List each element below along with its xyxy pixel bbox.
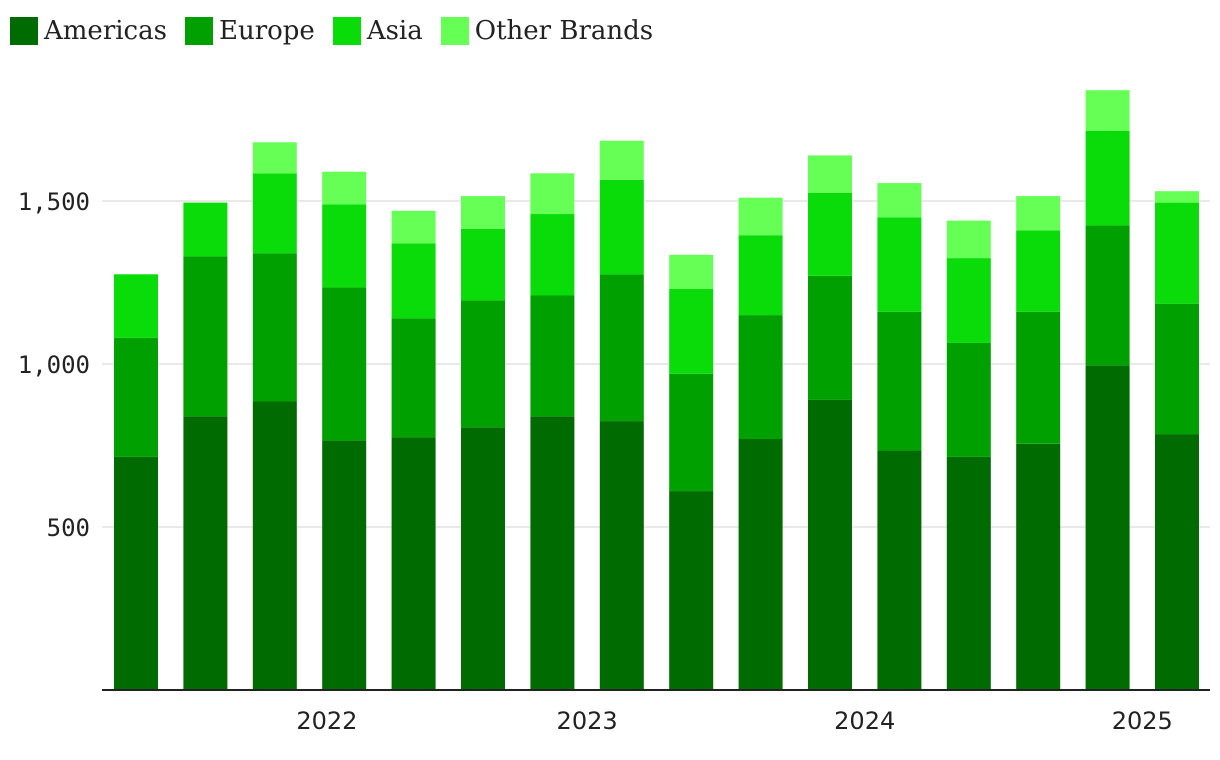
bar-segment-other-brands [391,210,436,244]
bar-segment-americas [738,439,783,690]
bar-segment-asia [252,173,297,254]
bar-segment-asia [114,274,158,338]
bar-segment-asia [808,192,852,276]
bar-segment-americas [1155,434,1199,690]
bar-segment-other-brands [252,142,297,174]
bar-segment-asia [183,202,228,257]
bar-segment-europe [599,274,644,421]
legend-item-other-brands: Other Brands [440,16,654,46]
bar-segment-other-brands [322,171,367,205]
bar-segment-americas [252,401,297,690]
bar-segment-europe [322,287,367,441]
x-tick-label: 2024 [834,707,895,735]
bar-segment-europe [114,337,158,457]
bar-segment-other-brands [1155,191,1199,203]
legend-label: Asia [366,16,423,46]
bar-segment-other-brands [738,197,783,236]
x-tick-label: 2022 [296,707,357,735]
y-tick-label: 1,000 [18,351,90,379]
bar-segment-europe [877,311,922,451]
bar-segment-asia [1155,202,1199,304]
bar-segment-other-brands [877,183,922,218]
bar-segment-americas [946,456,991,690]
bar-segment-americas [599,421,644,690]
bar-segment-other-brands [946,220,991,259]
bar-segment-europe [1155,303,1199,435]
bar-segment-americas [530,416,575,690]
bar-segment-asia [461,228,505,301]
x-tick-label: 2023 [557,707,618,735]
legend-swatch [332,17,361,45]
legend-label: Americas [44,16,167,46]
legend-item-europe: Europe [184,16,315,46]
legend-swatch [440,17,469,45]
legend-swatch [184,17,213,45]
legend-item-americas: Americas [10,16,167,46]
bar-segment-other-brands [599,140,644,180]
bar-segment-americas [1016,443,1061,690]
y-tick-label: 1,500 [18,188,90,216]
bar-segment-other-brands [530,173,575,215]
bar-segment-asia [877,217,922,312]
y-axis-labels: 500 1,000 1,500 [18,188,90,542]
bar-segment-europe [183,256,228,417]
bar-segment-other-brands [461,196,505,229]
bar-segment-other-brands [1085,90,1130,131]
bar-segment-asia [599,179,644,275]
bar-segment-europe [461,300,505,428]
bar-segment-americas [669,491,714,690]
bar-segment-americas [461,427,505,690]
legend-label: Other Brands [474,16,654,46]
x-tick-label: 2025 [1112,707,1173,735]
bar-segment-europe [738,315,783,439]
bar-segment-europe [391,318,436,438]
bar-segment-americas [322,440,367,690]
bar-segment-americas [1085,365,1130,690]
bar-segment-asia [738,235,783,316]
x-axis-labels: 2022 2023 2024 2025 [296,707,1172,735]
bar-segment-europe [252,253,297,402]
bar-segment-europe [1016,311,1061,444]
bars [114,90,1199,690]
bar-segment-americas [114,456,158,690]
legend-label: Europe [218,16,315,46]
bar-segment-asia [322,204,367,288]
bar-segment-americas [183,416,228,690]
bar-segment-other-brands [1016,196,1061,231]
bar-segment-other-brands [808,155,852,193]
legend-swatch [10,17,38,45]
bar-segment-asia [669,289,714,374]
bar-segment-asia [391,243,436,319]
bar-segment-asia [1085,130,1130,226]
bar-segment-europe [1085,225,1130,366]
bar-segment-europe [946,342,991,457]
bar-segment-asia [946,258,991,343]
bar-segment-americas [391,437,436,690]
bar-segment-europe [530,295,575,417]
bar-segment-asia [1016,230,1061,312]
bar-segment-americas [808,399,852,690]
bar-segment-europe [669,373,714,492]
y-tick-label: 500 [47,514,90,542]
chart-legend: Americas Europe Asia Other Brands [10,14,671,48]
legend-item-asia: Asia [332,16,423,46]
bar-segment-asia [530,214,575,296]
bar-segment-americas [877,450,922,690]
bar-segment-other-brands [669,254,714,289]
bar-segment-europe [808,276,852,400]
